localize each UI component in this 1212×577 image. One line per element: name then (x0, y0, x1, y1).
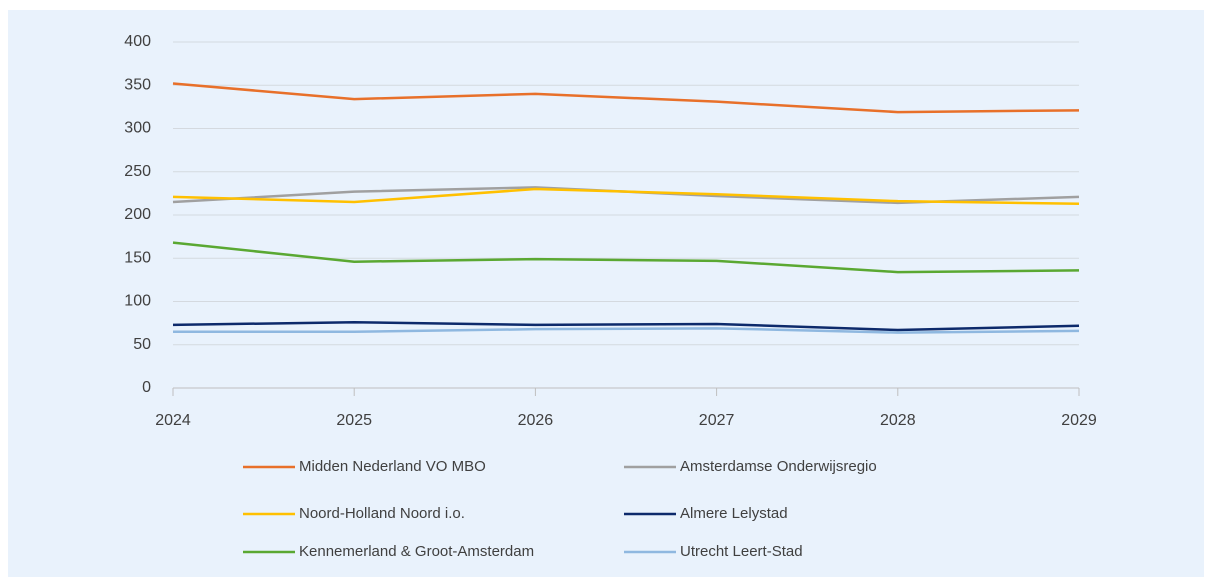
y-tick-label: 100 (124, 293, 151, 310)
series-line (173, 327, 1080, 334)
x-tick-label: 2025 (336, 412, 372, 429)
y-tick-label: 350 (124, 76, 151, 93)
legend-label: Almere Lelystad (680, 505, 788, 522)
y-tick-label: 150 (124, 249, 151, 266)
legend-label: Utrecht Leert-Stad (680, 543, 803, 560)
chart-background (8, 10, 1204, 577)
y-tick-label: 200 (124, 206, 151, 223)
x-tick-label: 2029 (1061, 412, 1097, 429)
series-line (172, 82, 1080, 114)
x-tick-label: 2026 (518, 412, 554, 429)
x-tick-label: 2027 (699, 412, 735, 429)
y-tick-label: 250 (124, 163, 151, 180)
series-line (172, 187, 1080, 206)
legend-label: Amsterdamse Onderwijsregio (680, 458, 877, 475)
series-line (172, 321, 1080, 332)
y-tick-label: 50 (133, 336, 151, 353)
series-line (172, 241, 1080, 274)
x-tick-label: 2024 (155, 412, 191, 429)
x-tick-label: 2028 (880, 412, 916, 429)
y-tick-label: 400 (124, 33, 151, 50)
legend-label: Kennemerland & Groot-Amsterdam (299, 543, 534, 560)
legend-label: Midden Nederland VO MBO (299, 458, 486, 475)
legend-label: Noord-Holland Noord i.o. (299, 505, 465, 522)
y-tick-label: 300 (124, 120, 151, 137)
y-tick-label: 0 (142, 379, 151, 396)
